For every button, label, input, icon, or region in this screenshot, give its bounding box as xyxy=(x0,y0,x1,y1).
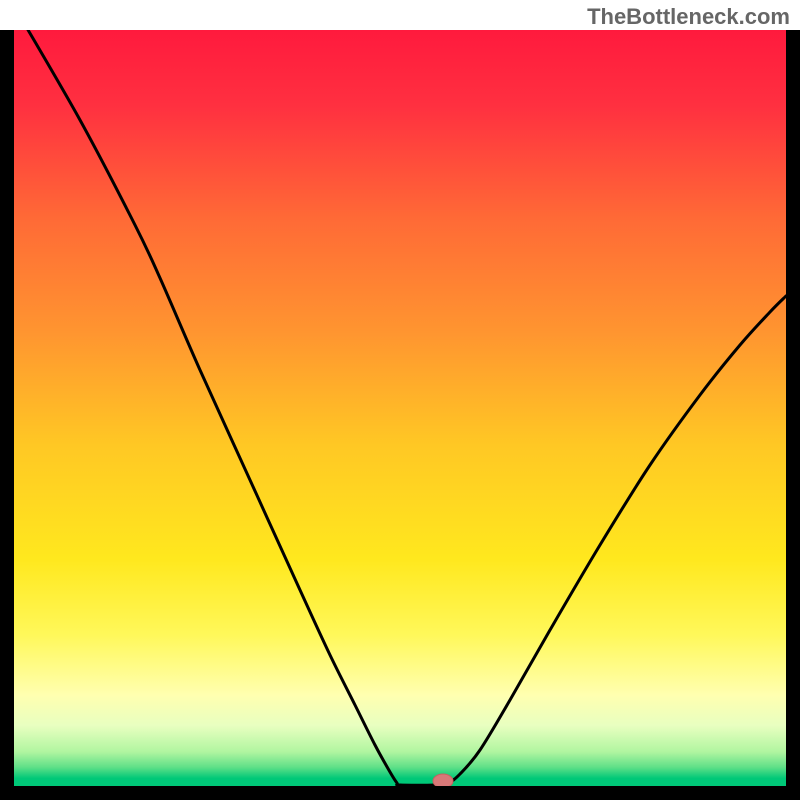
bottleneck-chart: TheBottleneck.com xyxy=(0,0,800,800)
border-bottom xyxy=(0,786,800,800)
chart-svg xyxy=(0,0,800,800)
optimal-marker xyxy=(433,774,453,788)
border-left xyxy=(0,30,14,800)
border-right xyxy=(786,30,800,800)
gradient-background xyxy=(14,30,786,786)
watermark-text: TheBottleneck.com xyxy=(587,4,790,30)
